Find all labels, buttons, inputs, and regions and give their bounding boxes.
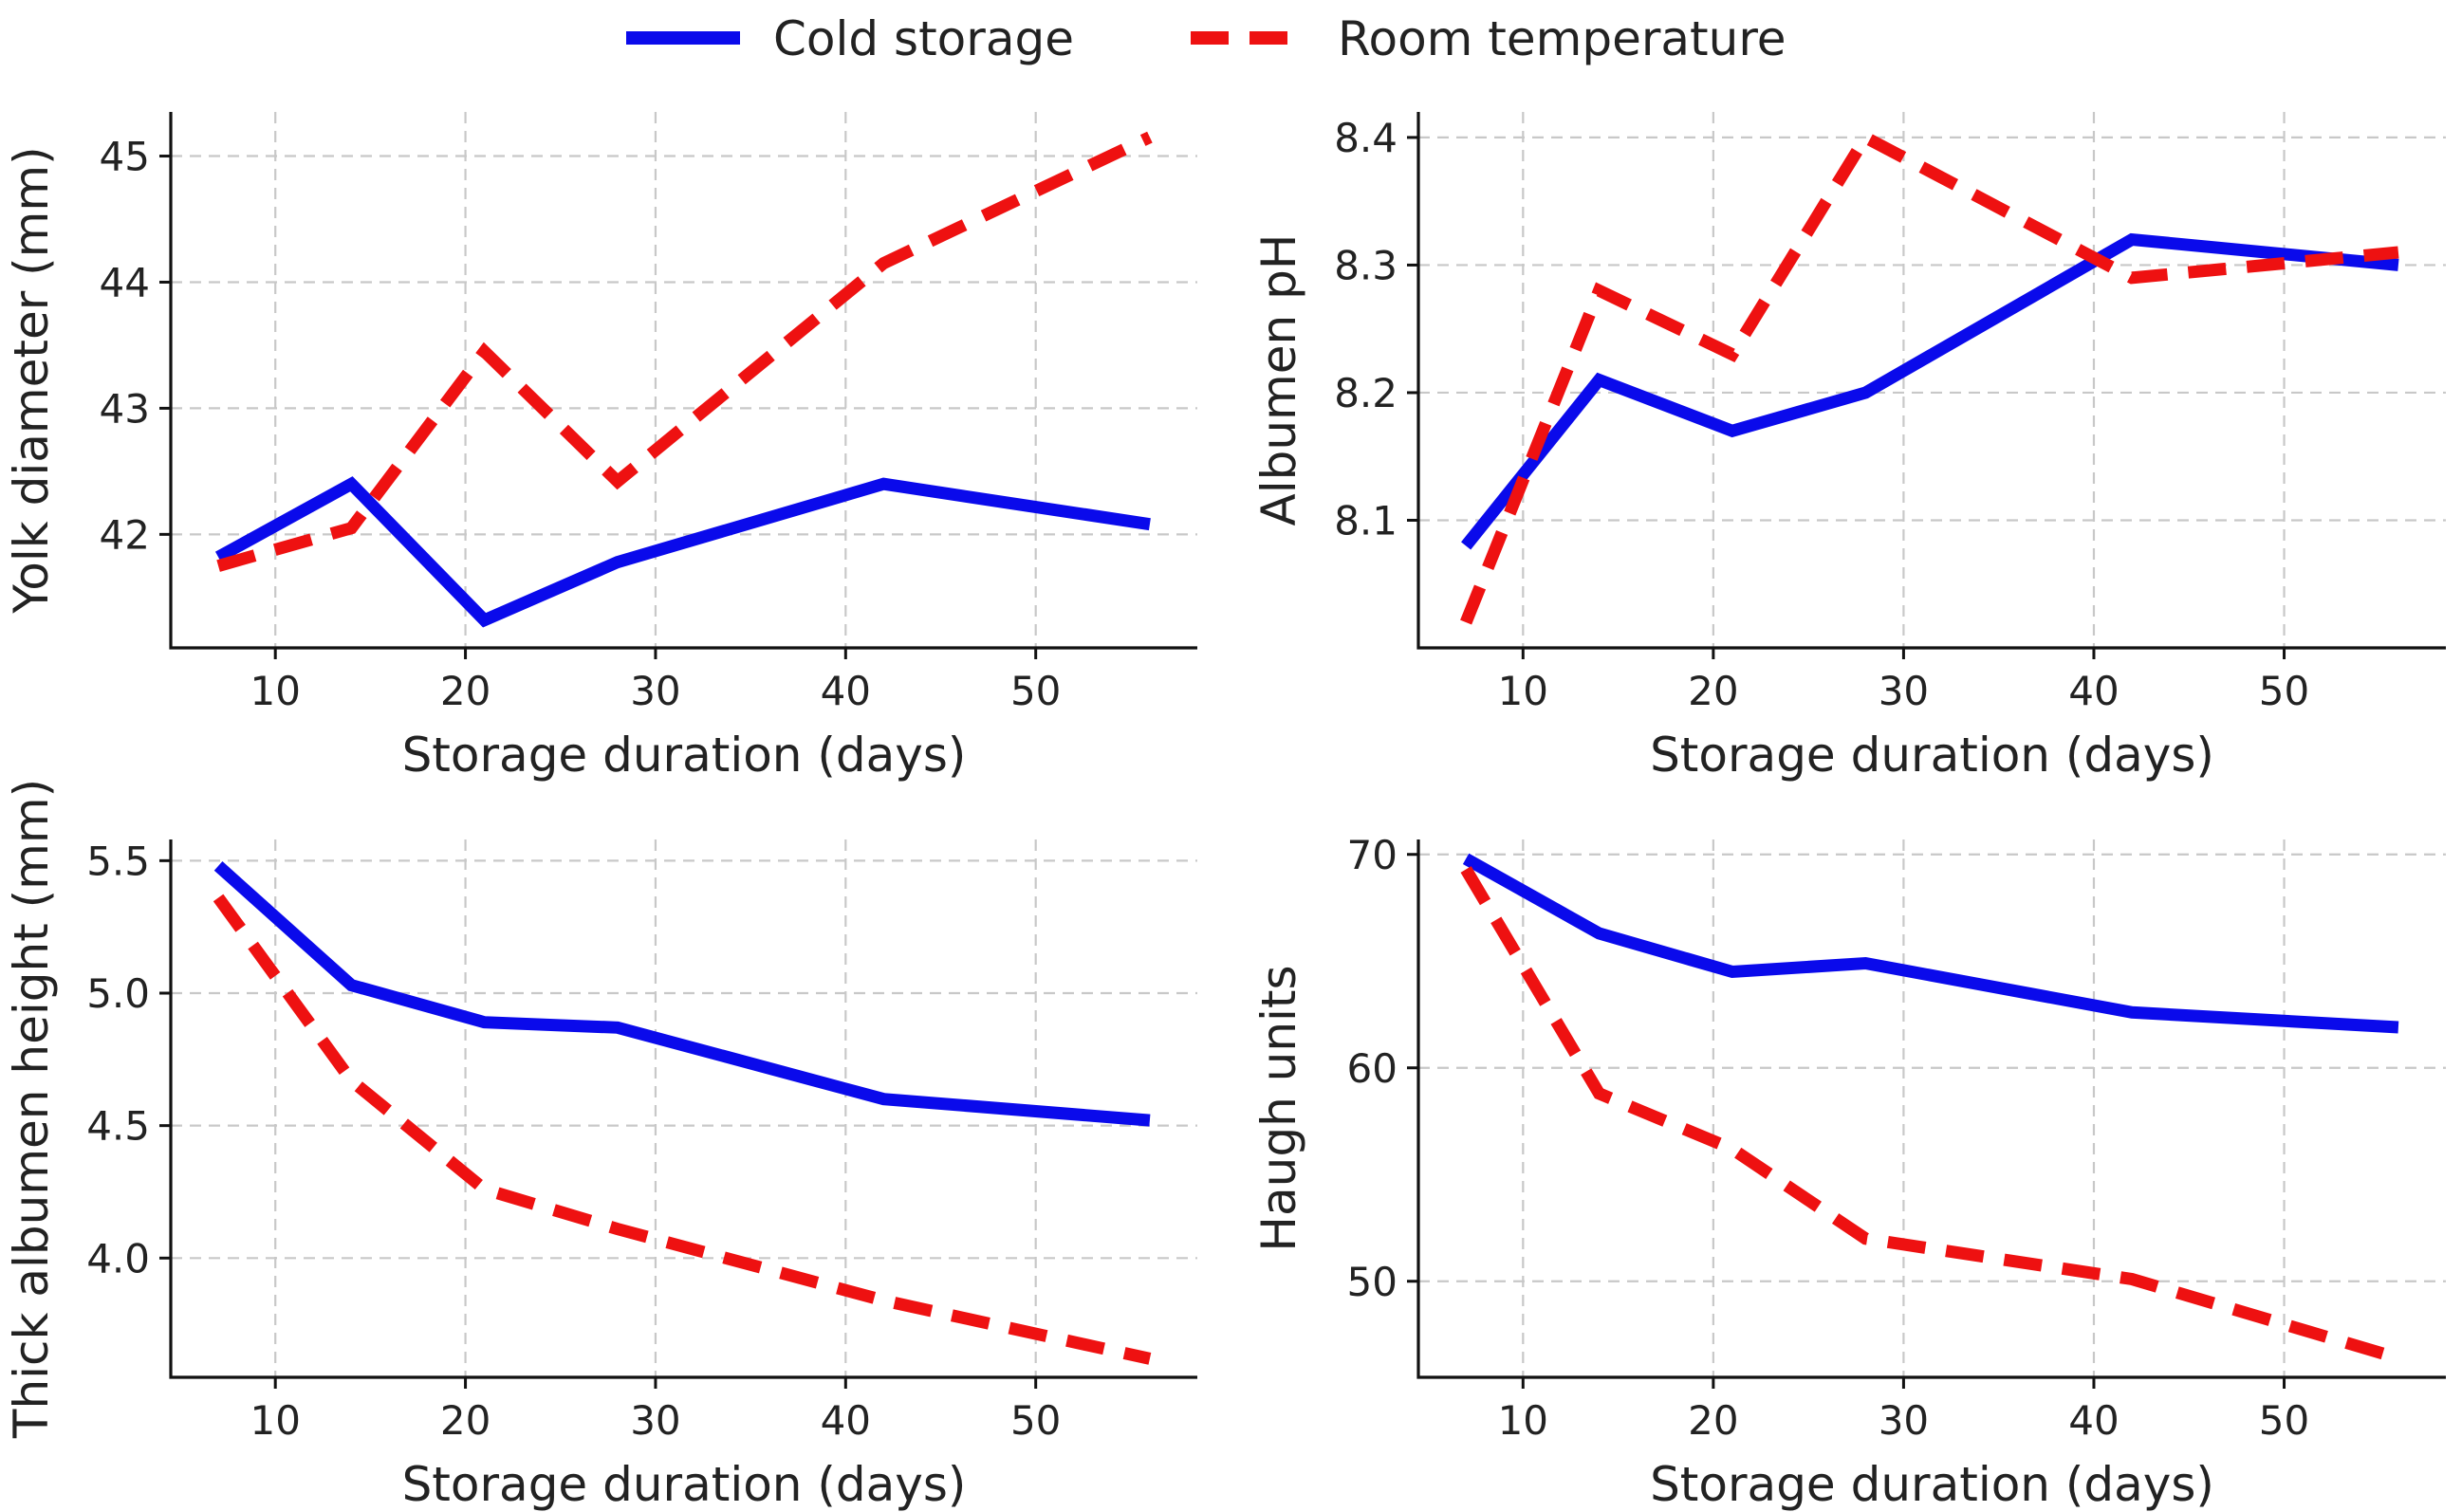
y-tick-label: 4.5	[86, 1103, 150, 1150]
y-tick-label: 5.0	[86, 970, 150, 1017]
y-tick-label: 8.4	[1334, 115, 1398, 161]
x-tick-label: 30	[1879, 1397, 1929, 1444]
x-tick-label: 30	[1879, 668, 1929, 714]
series-line-room-temperature	[213, 894, 1152, 1365]
chart-panel-1: 10 20 30 40 50 42 43 44 45 Storage duration (days…	[4, 112, 1197, 783]
axis-spine	[1416, 839, 2446, 1379]
panels: 10 20 30 40 50 42 43 44 45 Storage duration (days…	[4, 112, 2446, 1512]
y-tick-label: 8.2	[1334, 370, 1398, 416]
x-tick-label: 50	[2259, 668, 2309, 714]
y-tick-label: 43	[100, 385, 150, 432]
y-axis-label: Albumen pH	[1251, 234, 1306, 526]
series-line-cold-storage	[213, 861, 1151, 1127]
x-tick-label: 30	[630, 668, 680, 714]
x-axis-label: Storage duration (days)	[402, 1457, 967, 1512]
legend: Cold storage Room temperature	[626, 11, 1786, 66]
series-line-cold-storage	[1461, 232, 2399, 550]
x-axis-label: Storage duration (days)	[402, 728, 967, 783]
x-tick-label: 10	[1498, 668, 1548, 714]
axis-spine	[169, 839, 1197, 1379]
chart-panel-4: 10 20 30 40 50 50 60 70 Storage duration (days) H…	[1251, 832, 2446, 1512]
x-axis-label: Storage duration (days)	[1650, 728, 2214, 783]
series-line-cold-storage	[1462, 853, 2399, 1034]
y-tick-label: 42	[100, 511, 150, 558]
x-tick-label: 10	[250, 668, 300, 714]
x-tick-label: 20	[440, 1397, 491, 1444]
x-tick-label: 40	[821, 1397, 871, 1444]
chart-panel-2: 10 20 30 40 50 8.1 8.2 8.3 8.4 Storage duration (…	[1251, 112, 2446, 783]
x-tick-label: 50	[1010, 1397, 1061, 1444]
legend-cold-label: Cold storage	[773, 11, 1074, 66]
chart-panel-3: 10 20 30 40 50 4.0 4.5 5.0 5.5 Storage duration (…	[4, 779, 1197, 1512]
legend-room-label: Room temperature	[1338, 11, 1786, 66]
axis-spine	[169, 112, 1197, 650]
x-tick-label: 40	[2068, 1397, 2119, 1444]
x-tick-label: 20	[1688, 1397, 1738, 1444]
x-tick-label: 50	[2259, 1397, 2309, 1444]
x-tick-label: 40	[2068, 668, 2119, 714]
y-tick-label: 50	[1347, 1259, 1398, 1305]
y-tick-label: 44	[100, 259, 150, 305]
x-tick-label: 20	[440, 668, 491, 714]
y-axis-label: Thick albumen height (mm)	[4, 779, 59, 1439]
y-axis-label: Haugh units	[1251, 965, 1306, 1251]
x-tick-label: 50	[1010, 668, 1061, 714]
x-tick-label: 40	[821, 668, 871, 714]
y-tick-label: 60	[1347, 1045, 1398, 1092]
y-tick-label: 4.0	[86, 1235, 150, 1282]
y-tick-label: 45	[100, 134, 150, 180]
y-tick-label: 5.5	[86, 838, 150, 884]
x-tick-label: 20	[1688, 668, 1738, 714]
series-line-cold-storage	[214, 476, 1151, 628]
series-line-room-temperature	[1460, 866, 2400, 1365]
x-axis-label: Storage duration (days)	[1650, 1457, 2214, 1512]
series-line-room-temperature	[1460, 129, 2399, 625]
y-tick-label: 70	[1347, 832, 1398, 878]
axis-spine	[1416, 112, 2446, 650]
x-tick-label: 10	[250, 1397, 300, 1444]
y-axis-label: Yolk diameter (mm)	[4, 146, 59, 614]
y-tick-label: 8.3	[1334, 242, 1398, 288]
y-tick-label: 8.1	[1334, 497, 1398, 544]
x-tick-label: 10	[1498, 1397, 1548, 1444]
x-tick-label: 30	[630, 1397, 680, 1444]
